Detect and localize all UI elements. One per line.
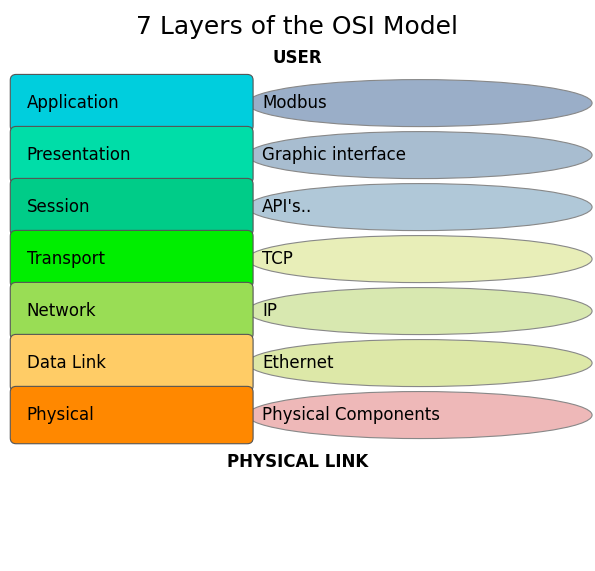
Text: API's..: API's.. [262,198,312,216]
Text: 7 Layers of the OSI Model: 7 Layers of the OSI Model [136,15,459,39]
FancyBboxPatch shape [10,387,253,444]
Ellipse shape [247,340,592,387]
Text: Transport: Transport [27,250,105,268]
Text: Presentation: Presentation [27,146,131,164]
Text: Data Link: Data Link [27,354,106,372]
Ellipse shape [247,392,592,439]
FancyBboxPatch shape [0,181,247,234]
Ellipse shape [247,288,592,335]
Text: IP: IP [262,302,277,320]
FancyBboxPatch shape [10,230,253,288]
FancyBboxPatch shape [10,335,253,392]
Ellipse shape [247,79,592,127]
Ellipse shape [247,131,592,179]
Ellipse shape [247,236,592,283]
FancyBboxPatch shape [0,233,247,286]
Text: Physical Components: Physical Components [262,406,440,424]
Ellipse shape [247,184,592,231]
Text: Ethernet: Ethernet [262,354,333,372]
FancyBboxPatch shape [0,337,247,389]
FancyBboxPatch shape [0,389,247,441]
Text: Physical: Physical [27,406,95,424]
FancyBboxPatch shape [10,283,253,340]
FancyBboxPatch shape [10,74,253,132]
FancyBboxPatch shape [0,285,247,337]
Text: Graphic interface: Graphic interface [262,146,406,164]
FancyBboxPatch shape [0,128,247,182]
FancyBboxPatch shape [10,178,253,236]
Text: USER: USER [273,49,322,67]
Text: Session: Session [27,198,90,216]
Text: Modbus: Modbus [262,94,327,112]
FancyBboxPatch shape [10,126,253,184]
Text: Network: Network [27,302,96,320]
Text: PHYSICAL LINK: PHYSICAL LINK [227,453,368,471]
Text: Application: Application [27,94,120,112]
Text: TCP: TCP [262,250,293,268]
FancyBboxPatch shape [0,77,247,130]
